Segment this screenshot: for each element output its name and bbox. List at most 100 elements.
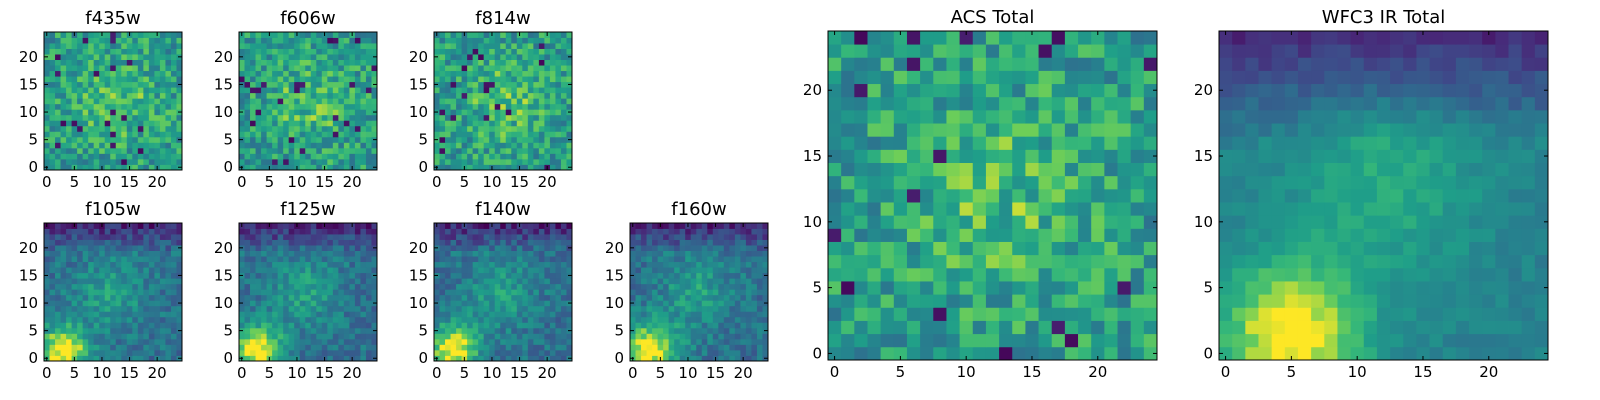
heatmap-cell (288, 142, 295, 149)
heatmap-cell (49, 153, 56, 160)
heatmap-cell (505, 267, 512, 274)
heatmap-cell (489, 305, 496, 312)
heatmap-cell (933, 162, 947, 177)
heatmap-cell (701, 239, 708, 246)
heatmap-cell (338, 147, 345, 154)
heatmap-cell (718, 278, 725, 285)
heatmap-cell (294, 48, 301, 55)
heatmap-cell (560, 267, 567, 274)
heatmap-cell (310, 76, 317, 83)
heatmap-cell (305, 267, 312, 274)
heatmap-cell (255, 355, 262, 362)
heatmap-cell (630, 228, 636, 235)
heatmap-cell (652, 349, 658, 356)
heatmap-cell (354, 289, 361, 296)
heatmap-cell (880, 202, 895, 216)
heatmap-cell (44, 147, 50, 154)
x-tick-label: 15 (120, 173, 139, 191)
heatmap-cell (277, 76, 284, 83)
heatmap-cell (159, 311, 166, 318)
heatmap-cell (445, 267, 451, 274)
heatmap-cell (60, 333, 67, 340)
heatmap-cell (255, 322, 262, 329)
heatmap-cell (434, 114, 440, 121)
heatmap-cell (137, 311, 144, 318)
heatmap-cell (533, 142, 540, 149)
heatmap-cell (472, 239, 479, 246)
heatmap-cell (283, 322, 290, 329)
heatmap-cell (478, 250, 485, 257)
heatmap-cell (66, 164, 72, 171)
heatmap-cell (159, 228, 166, 235)
heatmap-cell (516, 250, 523, 257)
heatmap-cell (906, 175, 921, 190)
heatmap-cell (310, 289, 317, 296)
heatmap-cell (110, 239, 117, 246)
heatmap-cell (305, 158, 312, 165)
heatmap-cell (538, 32, 545, 38)
heatmap-cell (646, 316, 653, 323)
heatmap-cell (250, 65, 256, 72)
heatmap-cell (159, 142, 166, 149)
heatmap-cell (483, 261, 490, 268)
heatmap-cell (299, 81, 306, 88)
heatmap-cell (360, 147, 367, 154)
heatmap-cell (505, 289, 512, 296)
heatmap-cell (489, 59, 496, 66)
heatmap-cell (305, 327, 312, 334)
heatmap-cell (148, 261, 155, 268)
heatmap-cell (154, 289, 161, 296)
heatmap-cell (132, 120, 139, 127)
heatmap-cell (305, 37, 312, 44)
heatmap-cell (538, 65, 545, 72)
heatmap-cell (354, 48, 361, 55)
heatmap-cell (288, 37, 295, 44)
heatmap-cell (999, 267, 1013, 282)
heatmap-cell (365, 43, 372, 49)
heatmap-cell (566, 65, 573, 72)
heatmap-cell (255, 316, 262, 323)
heatmap-cell (500, 48, 507, 55)
heatmap-cell (538, 245, 545, 251)
heatmap-cell (55, 114, 61, 121)
heatmap-cell (533, 48, 540, 55)
heatmap-cell (277, 333, 284, 340)
heatmap-cell (137, 70, 144, 77)
heatmap-cell (560, 147, 567, 154)
heatmap-cell (332, 37, 339, 44)
heatmap-cell (299, 316, 306, 323)
heatmap-cell (555, 114, 562, 121)
heatmap-cell (461, 294, 468, 301)
heatmap-cell (148, 114, 155, 121)
heatmap-cell (630, 267, 636, 274)
heatmap-cell (104, 289, 111, 296)
heatmap-cell (560, 76, 567, 83)
heatmap-cell (450, 316, 457, 323)
heatmap-cell (49, 355, 56, 362)
heatmap-cell (272, 272, 279, 279)
heatmap-cell (321, 344, 328, 351)
heatmap-cell (60, 245, 67, 251)
heatmap-cell (985, 241, 1000, 256)
heatmap-cell (288, 136, 295, 143)
heatmap-cell (762, 294, 769, 301)
heatmap-cell (635, 355, 642, 362)
heatmap-cell (310, 322, 317, 329)
heatmap-cell (176, 267, 183, 274)
heatmap-cell (170, 228, 177, 235)
heatmap-cell (439, 267, 446, 274)
heatmap-cell (327, 65, 334, 72)
heatmap-cell (349, 153, 356, 160)
heatmap-cell (250, 59, 256, 66)
heatmap-cell (456, 153, 462, 160)
heatmap-cell (434, 344, 440, 351)
heatmap-cell (66, 234, 72, 240)
heatmap-cell (239, 147, 245, 154)
heatmap-cell (679, 305, 686, 312)
heatmap-cell (762, 261, 769, 268)
heatmap-cell (310, 305, 317, 312)
heatmap-cell (566, 289, 573, 296)
heatmap-cell (360, 300, 367, 307)
heatmap-cell (137, 92, 144, 99)
heatmap-cell (126, 261, 133, 268)
